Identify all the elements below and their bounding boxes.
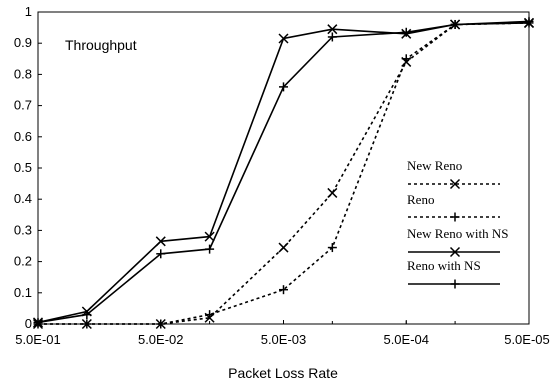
y-tick-label: 0.4 [14,191,32,206]
x-axis-title: Packet Loss Rate [228,365,338,381]
y-tick-label: 0.9 [14,35,32,50]
series-layer [32,16,535,330]
x-tick-label: 5.0E-05 [504,332,550,347]
y-tick-label: 1 [25,4,32,19]
y-tick-label: 0.1 [14,285,32,300]
legend-label: Reno [407,192,434,207]
data-point [82,310,92,320]
data-point [401,54,411,64]
chart-title: Throughput [65,37,137,53]
data-point [401,27,411,37]
data-point [279,82,288,92]
data-point [278,33,289,44]
data-point [524,16,534,26]
legend-label: New Reno with NS [407,226,508,241]
legend-marker [449,246,461,258]
y-tick-label: 0.7 [14,98,32,113]
data-point [327,32,337,42]
data-point [82,319,92,329]
data-point [278,242,289,253]
legend-marker [450,212,460,222]
data-point [156,319,166,329]
legend: New Reno Reno New Reno with NS Reno with NS [407,158,508,289]
x-tick-label: 5.0E-02 [138,332,184,347]
data-point [450,19,460,29]
data-point [33,317,43,327]
data-point [156,249,166,259]
series-reno-with-ns [33,16,534,327]
x-tick-label: 5.0E-01 [15,332,61,347]
legend-label: Reno with NS [407,258,481,273]
legend-marker [449,178,461,190]
series-line-reno [38,22,530,325]
x-tick-label: 5.0E-04 [383,332,429,347]
y-tick-label: 0.8 [14,66,32,81]
data-point [279,285,288,295]
data-point [155,236,166,247]
series-line-new-reno [38,22,530,325]
data-point [327,243,337,253]
y-tick-label: 0.6 [14,129,32,144]
axes: 0 0.1 0.2 0.3 0.4 0.5 0.6 0.7 0.8 0.9 1 5.0E-01 5.0E… [14,4,550,347]
series-new-reno [32,17,535,330]
series-reno [33,18,534,329]
data-point [327,24,338,35]
y-tick-label: 0.2 [14,254,32,269]
data-point [204,231,215,242]
legend-marker [450,279,460,289]
y-tick-label: 0.5 [14,160,32,175]
data-point [205,310,215,320]
x-tick-label: 5.0E-03 [261,332,307,347]
data-point [205,244,215,254]
data-point [327,187,338,198]
y-tick-label: 0 [25,316,32,331]
legend-label: New Reno [407,158,462,173]
y-tick-label: 0.3 [14,222,32,237]
